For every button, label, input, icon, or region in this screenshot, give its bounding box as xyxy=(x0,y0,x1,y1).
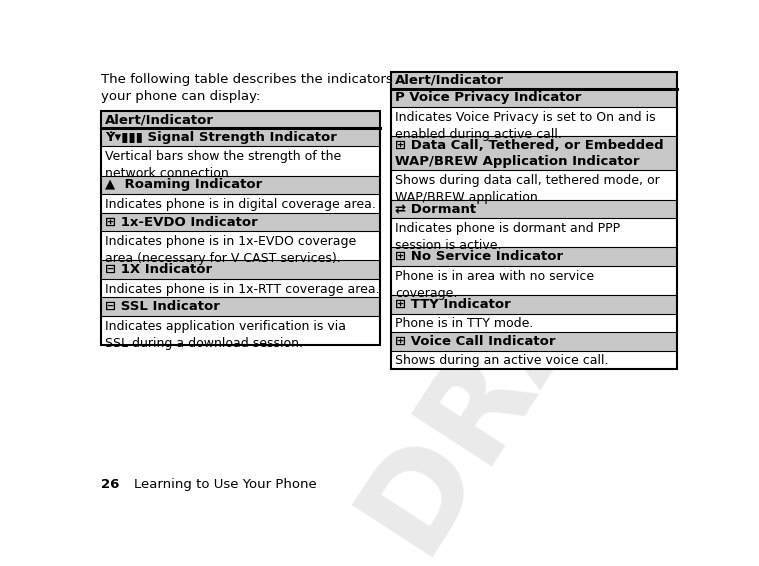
Text: ⇄ Dormant: ⇄ Dormant xyxy=(395,202,476,215)
Text: ⊞ No Service Indicator: ⊞ No Service Indicator xyxy=(395,250,563,263)
Text: ⊞ TTY Indicator: ⊞ TTY Indicator xyxy=(395,298,511,311)
Bar xyxy=(391,332,677,350)
Text: ⊞ 1x-EVDO Indicator: ⊞ 1x-EVDO Indicator xyxy=(105,216,258,229)
Bar xyxy=(101,175,380,194)
Bar xyxy=(101,213,380,231)
Bar xyxy=(101,279,380,297)
Bar xyxy=(391,350,677,369)
Bar xyxy=(101,260,380,279)
Text: DRAFT: DRAFT xyxy=(336,88,712,566)
Text: ⊟ SSL Indicator: ⊟ SSL Indicator xyxy=(105,300,220,313)
Bar xyxy=(391,295,677,314)
Text: Shows during data call, tethered mode, or
WAP/BREW application.: Shows during data call, tethered mode, o… xyxy=(395,174,660,204)
Bar xyxy=(101,111,380,345)
Text: Indicates application verification is via
SSL during a download session.: Indicates application verification is vi… xyxy=(105,320,346,350)
Text: Indicates phone is in digital coverage area.: Indicates phone is in digital coverage a… xyxy=(105,198,376,211)
Text: Phone is in area with no service
coverage.: Phone is in area with no service coverag… xyxy=(395,269,594,299)
Bar xyxy=(101,297,380,316)
Bar xyxy=(391,107,677,136)
Text: ⊟ 1X Indicator: ⊟ 1X Indicator xyxy=(105,263,212,276)
Bar xyxy=(391,218,677,247)
Text: P Voice Privacy Indicator: P Voice Privacy Indicator xyxy=(395,92,581,105)
Bar xyxy=(391,72,677,369)
Text: ▲  Roaming Indicator: ▲ Roaming Indicator xyxy=(105,178,262,191)
Text: Alert/Indicator: Alert/Indicator xyxy=(395,74,504,87)
Bar xyxy=(101,194,380,213)
Text: Indicates phone is dormant and PPP
session is active.: Indicates phone is dormant and PPP sessi… xyxy=(395,222,620,252)
Text: Shows during an active voice call.: Shows during an active voice call. xyxy=(395,354,608,367)
Text: ⊞ Voice Call Indicator: ⊞ Voice Call Indicator xyxy=(395,335,556,348)
Bar xyxy=(391,170,677,200)
Bar xyxy=(391,247,677,266)
Bar xyxy=(391,136,677,170)
Text: Indicates phone is in 1x-RTT coverage area.: Indicates phone is in 1x-RTT coverage ar… xyxy=(105,283,380,296)
Text: Indicates phone is in 1x-EVDO coverage
area (necessary for V CAST services).: Indicates phone is in 1x-EVDO coverage a… xyxy=(105,235,356,265)
Bar xyxy=(101,316,380,345)
Bar xyxy=(101,231,380,260)
Text: Vertical bars show the strength of the
network connection.: Vertical bars show the strength of the n… xyxy=(105,151,342,181)
Text: Learning to Use Your Phone: Learning to Use Your Phone xyxy=(134,478,317,491)
Bar xyxy=(101,128,380,147)
Text: The following table describes the indicators
your phone can display:: The following table describes the indica… xyxy=(101,72,393,102)
Bar xyxy=(391,72,677,89)
Bar xyxy=(101,147,380,175)
Bar xyxy=(101,111,380,128)
Text: Ẏ▾▮▮▮ Signal Strength Indicator: Ẏ▾▮▮▮ Signal Strength Indicator xyxy=(105,131,337,144)
Bar xyxy=(391,200,677,218)
Bar xyxy=(391,314,677,332)
Text: ⊞ Data Call, Tethered, or Embedded
WAP/BREW Application Indicator: ⊞ Data Call, Tethered, or Embedded WAP/B… xyxy=(395,139,663,168)
Text: Alert/Indicator: Alert/Indicator xyxy=(105,113,214,126)
Text: 26: 26 xyxy=(101,478,119,491)
Text: Phone is in TTY mode.: Phone is in TTY mode. xyxy=(395,318,533,331)
Bar xyxy=(391,89,677,107)
Bar xyxy=(391,266,677,295)
Text: Indicates Voice Privacy is set to On and is
enabled during active call.: Indicates Voice Privacy is set to On and… xyxy=(395,111,656,141)
